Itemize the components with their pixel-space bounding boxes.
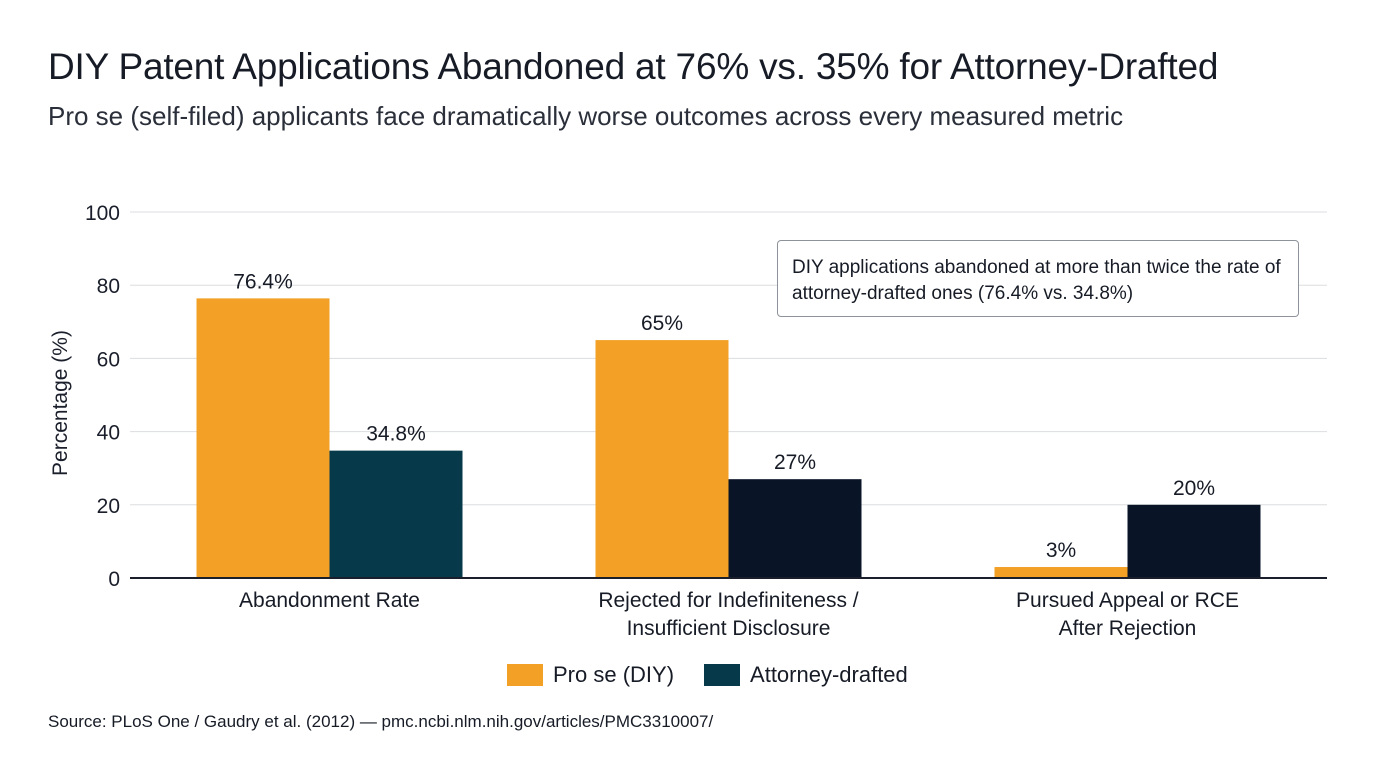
- y-axis-label: Percentage (%): [49, 330, 72, 476]
- x-tick-label: After Rejection: [1059, 617, 1197, 640]
- y-tick-label: 20: [97, 495, 120, 518]
- legend-swatch-pro-se: [507, 664, 543, 686]
- data-label: 20%: [1173, 477, 1215, 500]
- chart-annotation: DIY applications abandoned at more than …: [777, 240, 1299, 317]
- legend-label-pro-se: Pro se (DIY): [553, 662, 675, 687]
- chart-legend: Pro se (DIY) Attorney-drafted: [507, 662, 938, 688]
- data-label: 27%: [774, 451, 816, 474]
- legend-item-attorney: Attorney-drafted: [704, 662, 908, 688]
- data-label: 65%: [641, 312, 683, 335]
- chart-title: DIY Patent Applications Abandoned at 76%…: [48, 46, 1219, 87]
- y-tick-label: 80: [97, 275, 120, 298]
- y-tick-label: 0: [108, 568, 120, 591]
- bar-pro-se: [994, 567, 1128, 578]
- x-tick-label: Rejected for Indefiniteness /: [598, 589, 858, 612]
- bar-attorney: [1127, 504, 1261, 578]
- bar-pro-se: [595, 340, 729, 578]
- data-label: 76.4%: [233, 270, 293, 293]
- y-tick-label: 40: [97, 422, 120, 445]
- x-tick-label: Pursued Appeal or RCE: [1016, 589, 1239, 612]
- y-tick-label: 60: [97, 348, 120, 371]
- source-note: Source: PLoS One / Gaudry et al. (2012) …: [48, 712, 714, 731]
- data-label: 3%: [1046, 539, 1076, 562]
- x-tick-label: Abandonment Rate: [239, 589, 420, 612]
- legend-item-pro-se: Pro se (DIY): [507, 662, 674, 688]
- chart-subtitle: Pro se (self-filed) applicants face dram…: [48, 101, 1124, 131]
- bar-attorney: [329, 450, 463, 578]
- x-tick-label: Insufficient Disclosure: [627, 617, 831, 640]
- bar-pro-se: [196, 298, 330, 578]
- bar-attorney: [728, 479, 862, 578]
- y-tick-label: 100: [85, 202, 120, 225]
- data-label: 34.8%: [366, 423, 426, 446]
- legend-swatch-attorney: [704, 664, 741, 686]
- legend-label-attorney: Attorney-drafted: [750, 662, 908, 687]
